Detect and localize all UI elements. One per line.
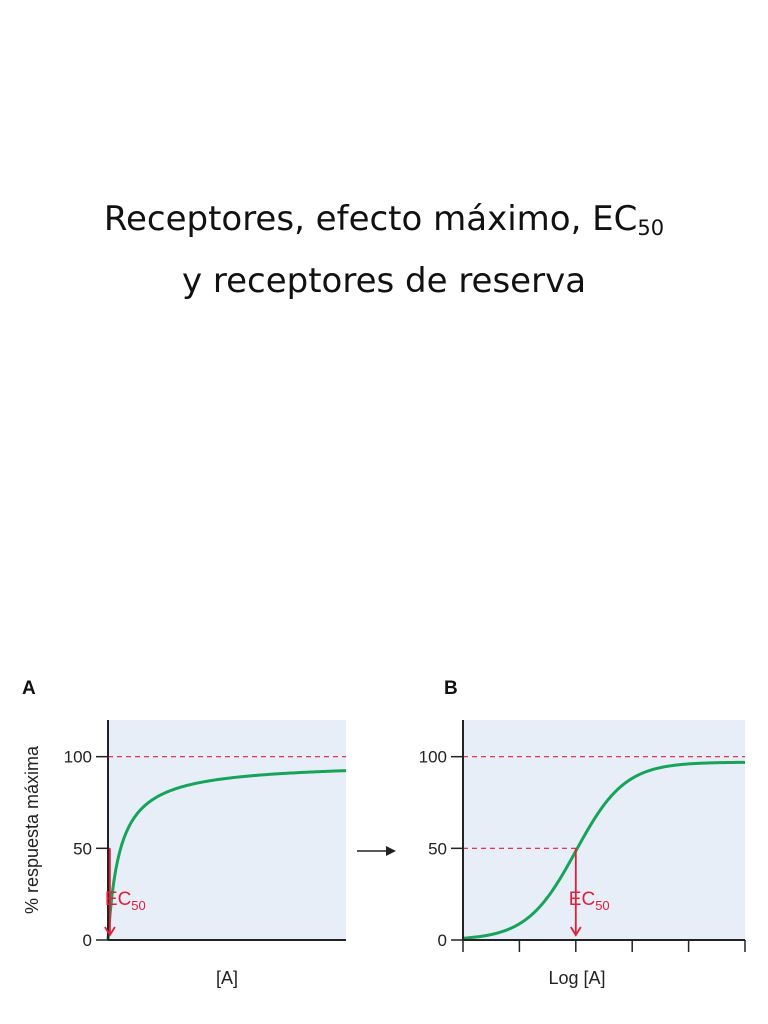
panel-b-ec50-arrow-icon (570, 926, 582, 937)
panel-a-y-label: % respuesta máxima (22, 745, 42, 914)
panel-b-tick-label-100: 100 (419, 748, 447, 767)
dose-response-figure: A 0 50 100 EC50 [A] % respuesta máxima B (22, 678, 746, 988)
title-subscript: 50 (637, 216, 665, 240)
panel-b-tick-label-0: 0 (438, 931, 447, 950)
slide-title: Receptores, efecto máximo, EC50 y recept… (0, 188, 768, 312)
panel-a: A 0 50 100 EC50 [A] % respuesta máxima (22, 678, 347, 988)
panel-b-x-ticks (462, 940, 746, 952)
panel-a-letter: A (22, 678, 36, 699)
panel-a-tick-label-0: 0 (83, 931, 92, 950)
panel-a-tick-label-50: 50 (73, 839, 92, 858)
title-line-1: Receptores, efecto máximo, EC (103, 199, 638, 239)
panel-a-ec50-label: EC50 (105, 889, 146, 913)
panel-a-tick-label-100: 100 (64, 748, 92, 767)
panel-b: B 0 50 100 EC50 Log [A] (419, 678, 746, 988)
panel-b-ec50-label: EC50 (569, 889, 610, 913)
panel-transition-arrow-icon (357, 846, 396, 856)
panel-b-curve (462, 760, 746, 940)
title-line-2: y receptores de reserva (181, 261, 587, 301)
panel-b-ec50-label-sub: 50 (595, 898, 609, 913)
panel-a-ec50-label-sub: 50 (131, 898, 145, 913)
panel-b-x-label: Log [A] (548, 968, 605, 988)
panel-b-tick-label-50: 50 (428, 839, 447, 858)
panel-a-curve (106, 769, 347, 941)
panel-a-ec50-arrow-icon (104, 926, 116, 937)
panel-b-letter: B (444, 678, 458, 699)
panel-a-x-label: [A] (216, 968, 238, 988)
panel-b-ec50-label-main: EC (569, 889, 595, 910)
panel-a-ec50-label-main: EC (105, 889, 131, 910)
